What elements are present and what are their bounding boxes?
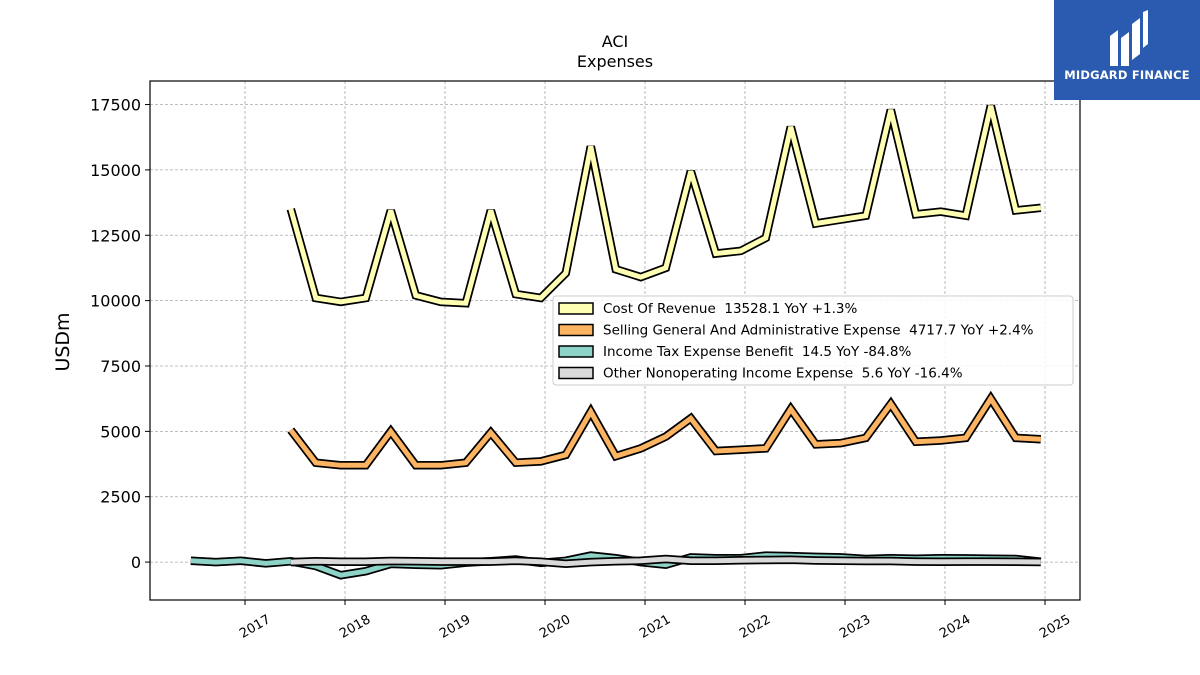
y-tick-label: 2500	[100, 488, 141, 507]
y-tick-label: 17500	[90, 96, 141, 115]
y-tick-label: 12500	[90, 226, 141, 245]
x-tick-label: 2017	[237, 612, 273, 642]
y-tick-label: 5000	[100, 422, 141, 441]
x-tick-label: 2022	[737, 612, 773, 642]
logo-brand-text: MIDGARD FINANCE	[1064, 68, 1190, 82]
x-tick-label: 2018	[337, 612, 373, 642]
chart-subtitle: Expenses	[577, 52, 653, 71]
legend-label: Selling General And Administrative Expen…	[603, 323, 1034, 339]
x-tick-label: 2019	[437, 612, 473, 642]
x-tick-label: 2020	[537, 612, 573, 642]
y-tick-label: 15000	[90, 161, 141, 180]
logo-mark-icon	[1110, 10, 1148, 66]
series-line-outline-2	[287, 390, 1042, 470]
series-line-2	[288, 394, 1041, 468]
y-axis-label: USDm	[52, 312, 74, 371]
y-tick-label: 10000	[90, 292, 141, 311]
legend-label: Other Nonoperating Income Expense 5.6 Yo…	[603, 366, 963, 382]
y-tick-label: 0	[131, 553, 141, 572]
x-tick-label: 2024	[937, 612, 973, 642]
series-layer	[190, 104, 1042, 580]
x-tick-label: 2025	[1037, 612, 1073, 642]
legend-swatch	[558, 302, 594, 315]
legend-swatch	[558, 366, 594, 380]
legend-swatch	[558, 345, 594, 358]
chart-legend: Cost Of Revenue 13528.1 YoY +1.3% Selling…	[552, 295, 1074, 386]
x-tick-label: 2021	[637, 612, 673, 642]
chart-title: ACI	[602, 32, 629, 51]
y-tick-label: 7500	[100, 357, 141, 376]
x-tick-label: 2023	[837, 612, 873, 642]
series-line-outline-1	[286, 104, 1042, 308]
legend-swatch	[558, 323, 594, 337]
brand-logo: MIDGARD FINANCE	[1054, 0, 1200, 100]
plot-frame	[149, 80, 1081, 601]
legend-label: Cost Of Revenue 13528.1 YoY +1.3%	[603, 301, 857, 317]
legend-box	[552, 295, 1074, 386]
series-line-1	[288, 105, 1042, 306]
series-line-4	[290, 556, 1041, 567]
legend-label: Income Tax Expense Benefit 14.5 YoY -84.…	[603, 344, 911, 360]
